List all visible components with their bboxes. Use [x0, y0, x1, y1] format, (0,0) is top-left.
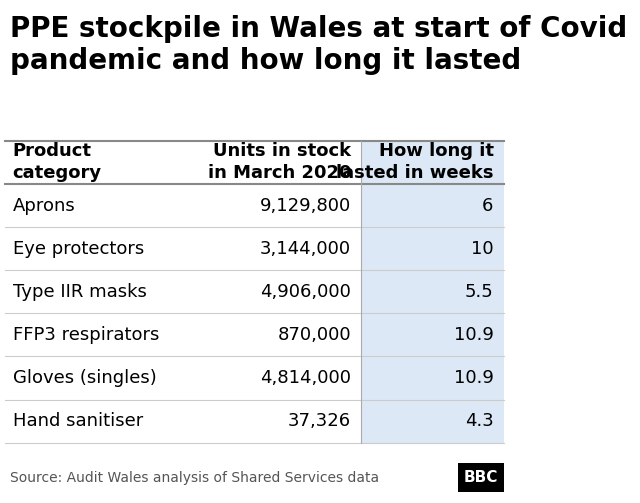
Text: Gloves (singles): Gloves (singles) [13, 369, 156, 387]
Text: PPE stockpile in Wales at start of Covid
pandemic and how long it lasted: PPE stockpile in Wales at start of Covid… [10, 15, 627, 75]
Text: Source: Audit Wales analysis of Shared Services data: Source: Audit Wales analysis of Shared S… [10, 471, 380, 485]
Text: 4,906,000: 4,906,000 [260, 283, 351, 301]
Bar [458, 463, 504, 492]
Text: Aprons: Aprons [13, 197, 76, 214]
Text: Type IIR masks: Type IIR masks [13, 283, 147, 301]
Text: 9,129,800: 9,129,800 [260, 197, 351, 214]
Text: BBC: BBC [463, 470, 498, 485]
Text: 870,000: 870,000 [278, 326, 351, 344]
Text: 4,814,000: 4,814,000 [260, 369, 351, 387]
Text: 37,326: 37,326 [288, 412, 351, 430]
Text: 10: 10 [471, 239, 493, 258]
Text: 6: 6 [482, 197, 493, 214]
Text: 10.9: 10.9 [454, 369, 493, 387]
Text: 5.5: 5.5 [465, 283, 493, 301]
Text: 3,144,000: 3,144,000 [260, 239, 351, 258]
Text: Units in stock
in March 2020: Units in stock in March 2020 [207, 142, 351, 183]
Text: FFP3 respirators: FFP3 respirators [13, 326, 159, 344]
Text: How long it
lasted in weeks: How long it lasted in weeks [336, 142, 493, 183]
Text: Hand sanitiser: Hand sanitiser [13, 412, 143, 430]
Text: Product
category: Product category [13, 142, 102, 183]
Text: 4.3: 4.3 [465, 412, 493, 430]
Text: Eye protectors: Eye protectors [13, 239, 144, 258]
Bar [361, 141, 504, 443]
Text: 10.9: 10.9 [454, 326, 493, 344]
